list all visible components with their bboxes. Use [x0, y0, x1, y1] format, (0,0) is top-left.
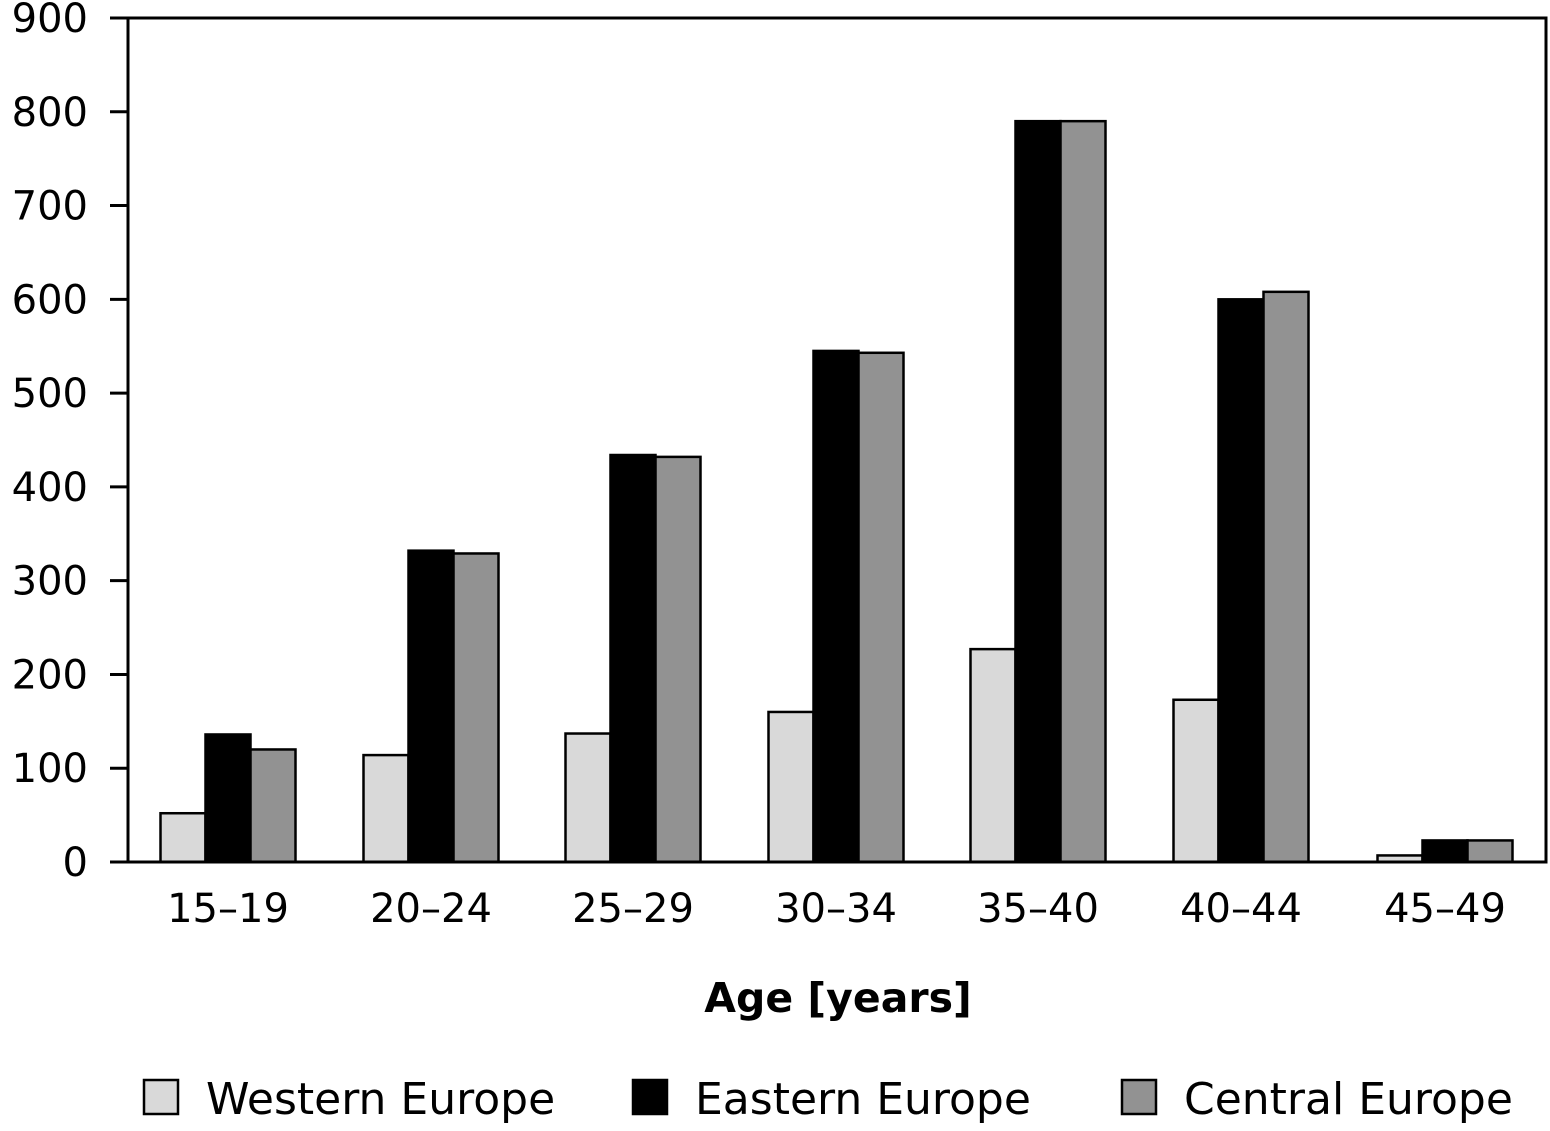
bar-eastern-europe-35-40 — [1014, 119, 1062, 864]
y-tick-label-300: 300 — [12, 559, 88, 605]
bar-eastern-europe-20-24 — [407, 549, 455, 864]
bar-central-europe-15-19 — [249, 748, 297, 864]
bar-eastern-europe-15-19 — [204, 733, 252, 864]
bar-western-europe-35-40 — [969, 647, 1017, 864]
legend-label-central-europe: Central Europe — [1184, 1074, 1513, 1125]
legend-label-eastern-europe: Eastern Europe — [695, 1074, 1031, 1125]
bar-western-europe-15-19 — [159, 811, 207, 864]
bar-central-europe-20-24 — [452, 552, 500, 864]
y-tick-label-700: 700 — [12, 184, 88, 230]
bar-eastern-europe-25-29 — [609, 453, 657, 864]
x-tick-label-15-19: 15–19 — [167, 886, 289, 932]
y-axis: 0 100 200 300 400 500 600 700 800 900 — [12, 0, 128, 886]
bars — [159, 119, 1514, 864]
y-tick-label-500: 500 — [12, 371, 88, 417]
y-tick-label-400: 400 — [12, 465, 88, 511]
y-tick-label-0: 0 — [63, 840, 88, 886]
y-tick-label-600: 600 — [12, 277, 88, 323]
x-tick-label-25-29: 25–29 — [572, 886, 694, 932]
bar-eastern-europe-40-44 — [1217, 298, 1265, 864]
bar-central-europe-40-44 — [1262, 290, 1310, 864]
bar-western-europe-40-44 — [1172, 698, 1220, 864]
x-tick-label-45-49: 45–49 — [1384, 886, 1506, 932]
bar-western-europe-30-34 — [767, 710, 815, 864]
bar-central-europe-35-40 — [1059, 119, 1107, 864]
y-tick-label-200: 200 — [12, 652, 88, 698]
legend-label-western-europe: Western Europe — [206, 1074, 555, 1125]
bar-eastern-europe-30-34 — [812, 349, 860, 864]
bar-central-europe-30-34 — [857, 351, 905, 864]
x-axis: 15–19 20–24 25–29 30–34 35–40 40–44 45–49 — [167, 886, 1506, 932]
bar-western-europe-25-29 — [564, 732, 612, 864]
bar-western-europe-20-24 — [362, 753, 410, 864]
y-tick-label-900: 900 — [12, 0, 88, 42]
y-tick-label-800: 800 — [12, 90, 88, 136]
x-tick-label-30-34: 30–34 — [775, 886, 897, 932]
y-tick-label-100: 100 — [12, 746, 88, 792]
bar-central-europe-45-49 — [1466, 839, 1514, 864]
x-tick-label-20-24: 20–24 — [370, 886, 492, 932]
legend-swatch-central-europe — [1120, 1078, 1158, 1116]
x-tick-label-35-40: 35–40 — [977, 886, 1099, 932]
plot-frame — [126, 16, 1548, 864]
bar-central-europe-25-29 — [654, 455, 702, 864]
legend: Western Europe Eastern Europe Central Euro… — [142, 1074, 1513, 1125]
x-axis-title: Age [years] — [704, 974, 971, 1022]
legend-swatch-eastern-europe — [631, 1078, 669, 1116]
bar-eastern-europe-45-49 — [1421, 839, 1469, 864]
x-tick-label-40-44: 40–44 — [1180, 886, 1302, 932]
legend-swatch-western-europe — [142, 1078, 180, 1116]
